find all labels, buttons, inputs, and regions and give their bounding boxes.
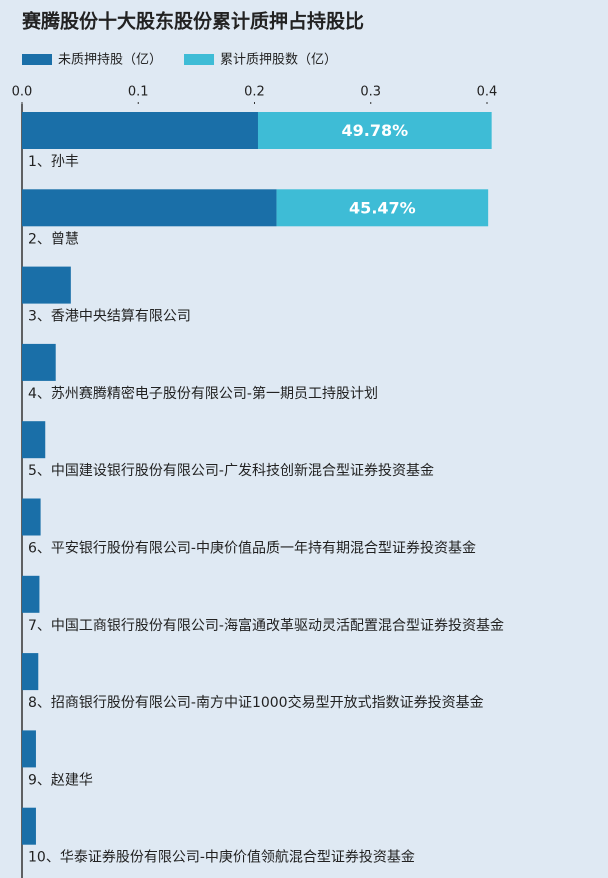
bar-segment [22,730,36,768]
category-label: 10、华泰证券股份有限公司-中庚价值领航混合型证券投资基金 [28,849,415,866]
category-label: 2、曾慧 [28,231,79,247]
bar-segment [22,421,46,459]
bar-segment [276,189,489,227]
bar-segment [22,189,277,227]
x-tick-label: 0.4 [477,85,498,100]
bar-segment [257,112,492,149]
bar-segment [22,653,39,691]
bar-segment [22,112,258,149]
x-tick-label: 0.2 [244,85,265,100]
category-label: 3、香港中央结算有限公司 [28,309,191,325]
category-label: 5、中国建设银行股份有限公司-广发科技创新混合型证券投资基金 [28,462,434,479]
bar-segment [22,266,71,304]
category-label: 7、中国工商银行股份有限公司-海富通改革驱动灵活配置混合型证券投资基金 [28,617,504,634]
legend-swatch [22,54,52,65]
bar-segment [22,343,56,381]
category-label: 1、孙丰 [28,154,79,170]
x-tick-label: 0.0 [12,85,33,100]
legend-swatch [184,54,215,65]
category-label: 4、苏州赛腾精密电子股份有限公司-第一期员工持股计划 [28,385,378,402]
x-tick-label: 0.1 [128,85,149,100]
data-label: 45.47% [349,198,416,217]
legend-label: 累计质押股数（亿） [220,53,337,68]
bar-segment [22,498,41,536]
data-label: 49.78% [341,121,408,140]
category-label: 8、招商银行股份有限公司-南方中证1000交易型开放式指数证券投资基金 [28,694,484,711]
bar-segment [22,575,40,613]
x-tick-label: 0.3 [360,85,381,100]
chart-title: 赛腾股份十大股东股份累计质押占持股比 [21,10,364,33]
bar-segment [22,807,36,845]
category-label: 6、平安银行股份有限公司-中庚价值品质一年持有期混合型证券投资基金 [28,540,476,557]
category-label: 9、赵建华 [28,772,93,788]
legend-label: 未质押持股（亿） [58,53,162,68]
